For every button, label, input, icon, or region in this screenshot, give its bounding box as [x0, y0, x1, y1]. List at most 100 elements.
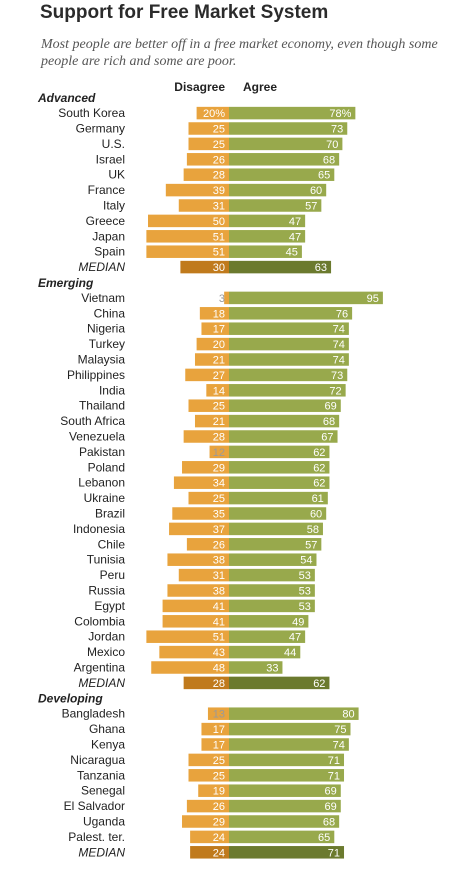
agree-value-france: 60 [310, 185, 322, 197]
country-label-pakistan: Pakistan [79, 445, 125, 459]
disagree-value-pakistan: 12 [213, 447, 225, 459]
disagree-value-china: 18 [213, 308, 225, 320]
legend-agree: Agree [243, 80, 277, 94]
country-label-argentina: Argentina [74, 661, 126, 675]
agree-bar-u-s [229, 137, 343, 151]
disagree-value-greece: 50 [213, 216, 225, 228]
agree-value-egypt: 53 [299, 601, 311, 613]
disagree-bar-nicaragua [188, 753, 229, 767]
country-label-indonesia: Indonesia [73, 522, 125, 536]
country-label-lebanon: Lebanon [78, 476, 125, 490]
disagree-bar-senegal [198, 784, 229, 797]
disagree-bar-argentina [151, 661, 229, 674]
agree-value-south-africa: 68 [323, 416, 335, 428]
disagree-value-el-salvador: 26 [213, 801, 225, 813]
country-label-ukraine: Ukraine [84, 491, 126, 505]
disagree-bar-indonesia [169, 522, 229, 536]
agree-bar-pakistan [229, 445, 330, 459]
disagree-bar-greece [148, 214, 229, 228]
disagree-bar-median-developing [190, 846, 229, 859]
country-label-turkey: Turkey [89, 337, 125, 351]
agree-bar-israel [229, 153, 340, 166]
agree-value-median-developing: 71 [328, 847, 340, 859]
country-label-tunisia: Tunisia [87, 553, 126, 567]
agree-value-philippines: 73 [331, 370, 343, 382]
agree-bar-indonesia [229, 522, 323, 536]
disagree-bar-vietnam [224, 291, 229, 305]
country-label-senegal: Senegal [81, 784, 125, 798]
country-label-japan: Japan [92, 229, 125, 243]
disagree-value-italy: 31 [213, 201, 225, 213]
disagree-bar-france [165, 183, 229, 197]
agree-bar-france [229, 183, 327, 197]
agree-bar-chile [229, 538, 322, 551]
agree-bar-brazil [229, 507, 327, 520]
agree-value-china: 76 [336, 308, 348, 320]
country-label-chile: Chile [98, 537, 126, 551]
agree-bar-italy [229, 199, 322, 212]
disagree-bar-peru [178, 568, 229, 582]
country-label-kenya: Kenya [91, 738, 125, 752]
country-label-greece: Greece [86, 214, 126, 228]
agree-bar-south-africa [229, 414, 340, 428]
agree-value-italy: 57 [305, 201, 317, 213]
agree-value-turkey: 74 [333, 339, 345, 351]
disagree-value-poland: 29 [213, 462, 225, 474]
disagree-bar-palest-ter [190, 830, 229, 844]
agree-bar-median-advanced [229, 260, 332, 274]
agree-value-tunisia: 54 [300, 555, 312, 567]
agree-value-palest-ter: 65 [318, 832, 330, 844]
country-label-el-salvador: El Salvador [64, 799, 125, 813]
disagree-value-indonesia: 37 [213, 524, 225, 536]
agree-bar-tunisia [229, 553, 317, 566]
agree-value-india: 72 [329, 385, 341, 397]
agree-bar-nigeria [229, 322, 349, 335]
agree-bar-palest-ter [229, 830, 335, 844]
agree-bar-ghana [229, 722, 351, 736]
disagree-bar-median-emerging [183, 676, 229, 690]
group-heading-emerging: Emerging [38, 276, 94, 290]
agree-value-ghana: 75 [334, 724, 346, 736]
agree-value-kenya: 74 [333, 740, 345, 752]
disagree-value-spain: 51 [213, 247, 225, 259]
country-label-tanzania: Tanzania [77, 768, 125, 782]
agree-bar-spain [229, 245, 302, 258]
country-label-mexico: Mexico [87, 645, 125, 659]
disagree-value-venezuela: 28 [213, 432, 225, 444]
agree-bar-venezuela [229, 430, 338, 443]
disagree-value-brazil: 35 [213, 509, 225, 521]
disagree-bar-china [199, 307, 229, 320]
agree-bar-poland [229, 461, 330, 474]
agree-value-mexico: 44 [284, 647, 296, 659]
disagree-bar-thailand [188, 399, 229, 412]
disagree-bar-philippines [185, 368, 229, 382]
country-label-south-africa: South Africa [60, 414, 125, 428]
disagree-bar-u-s [188, 137, 229, 151]
country-label-colombia: Colombia [74, 614, 125, 628]
agree-value-jordan: 47 [289, 632, 301, 644]
country-label-uganda: Uganda [83, 815, 125, 829]
agree-value-greece: 47 [289, 216, 301, 228]
agree-bar-turkey [229, 337, 349, 351]
disagree-value-palest-ter: 24 [213, 832, 225, 844]
country-label-malaysia: Malaysia [78, 353, 126, 367]
disagree-bar-india [206, 384, 229, 397]
agree-bar-india [229, 384, 346, 397]
agree-bar-jordan [229, 630, 306, 643]
group-heading-developing: Developing [38, 692, 103, 706]
agree-bar-south-korea [229, 106, 356, 120]
agree-bar-lebanon [229, 476, 330, 489]
disagree-bar-south-korea [196, 106, 229, 120]
disagree-value-nicaragua: 25 [213, 755, 225, 767]
agree-value-el-salvador: 69 [325, 801, 337, 813]
agree-value-median-emerging: 62 [313, 678, 325, 690]
agree-value-median-advanced: 63 [315, 262, 327, 274]
country-label-thailand: Thailand [79, 399, 125, 413]
country-label-germany: Germany [76, 122, 125, 136]
disagree-bar-spain [146, 245, 229, 258]
disagree-bar-uganda [182, 815, 229, 828]
disagree-value-uganda: 29 [213, 817, 225, 829]
disagree-bar-chile [186, 538, 229, 551]
country-label-china: China [94, 306, 126, 320]
